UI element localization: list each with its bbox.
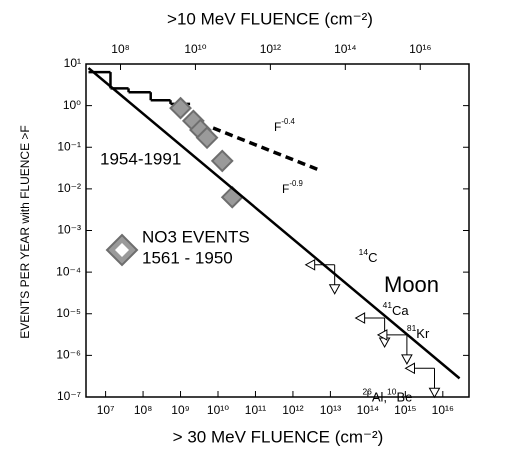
diamond-point: [195, 126, 219, 150]
x2-tick-label: 10¹⁴: [334, 42, 357, 56]
text-part: C: [368, 250, 377, 265]
upper-limit: [376, 329, 413, 365]
limit-arrow: [328, 284, 341, 295]
x2-axis-label: >10 MeV FLUENCE (cm⁻²): [167, 9, 373, 28]
text-part: -0.9: [289, 179, 302, 188]
y-axis-label: EVENTS PER YEAR with FLUENCE >F: [18, 125, 32, 339]
x-tick-label: 10⁷: [97, 403, 115, 417]
x-tick-label: 10⁸: [134, 403, 152, 417]
x-axis-label: > 30 MeV FLUENCE (cm⁻²): [173, 427, 384, 446]
limit-label: 14C: [359, 247, 378, 265]
x-tick-label: 10¹²: [282, 403, 303, 417]
x2-tick-label: 10¹⁶: [409, 42, 431, 56]
text-part: -0.4: [281, 117, 295, 126]
text-part: Be: [396, 390, 412, 405]
line-label: F-0.9: [282, 179, 303, 196]
text-part: 41: [383, 300, 393, 310]
x2-tick-label: 10¹²: [260, 42, 281, 56]
x-tick-label: 10⁹: [171, 403, 190, 417]
series-label: Moon: [384, 272, 439, 297]
limit-label: 81Kr: [407, 323, 430, 341]
text-part: 14: [359, 247, 369, 257]
y-tick-label: 10⁻⁵: [56, 306, 81, 320]
text-part: Ca: [392, 303, 409, 318]
text-part: Al,: [372, 390, 387, 405]
limit-label: 26Al,10Be: [362, 387, 412, 405]
limit-arrow: [354, 312, 366, 324]
y-tick-label: 10⁻⁷: [57, 389, 81, 403]
x-tick-label: 10¹⁵: [394, 403, 416, 417]
series-label: 1954-1991: [100, 149, 181, 168]
y-tick-label: 10⁻⁴: [56, 264, 81, 278]
upper-limit: [304, 258, 341, 295]
limit-arrow: [428, 387, 441, 399]
text-part: 10: [387, 387, 397, 397]
x-tick-label: 10¹⁰: [207, 403, 229, 417]
y-tick-label: 10⁻³: [57, 223, 81, 237]
y-tick-label: 10⁰: [63, 98, 81, 112]
upper-limit: [404, 362, 441, 399]
text-part: Kr: [416, 326, 430, 341]
fit-line: [212, 126, 321, 172]
x2-tick-label: 10⁸: [111, 42, 129, 56]
x-tick-label: 10¹³: [320, 403, 341, 417]
limit-arrow: [404, 362, 415, 375]
limit-label: 41Ca: [383, 300, 410, 318]
x-tick-label: 10¹⁶: [432, 403, 454, 417]
diamond-point: [210, 149, 234, 173]
x2-tick-label: 10¹⁰: [184, 42, 206, 56]
diamond-point: [169, 96, 192, 120]
limit-arrow: [376, 329, 388, 341]
y-tick-label: 10⁻¹: [57, 139, 81, 153]
text-part: 81: [407, 323, 417, 333]
fit-line: [87, 67, 461, 380]
line-label: F-0.4: [274, 117, 295, 134]
y-tick-label: 10¹: [64, 56, 81, 70]
limit-arrow: [401, 354, 413, 365]
legend-label: 1561 - 1950: [142, 248, 233, 267]
legend-label: NO3 EVENTS: [142, 227, 250, 246]
x-tick-label: 10¹¹: [245, 403, 266, 417]
x-tick-label: 10¹⁴: [357, 403, 380, 417]
text-part: 26: [362, 387, 372, 397]
limit-arrow: [304, 258, 316, 271]
text-part: F: [274, 120, 281, 134]
text-part: F: [282, 182, 289, 196]
y-tick-label: 10⁻⁶: [56, 348, 81, 362]
y-tick-label: 10⁻²: [57, 181, 81, 195]
legend-diamond-inner: [115, 243, 129, 257]
